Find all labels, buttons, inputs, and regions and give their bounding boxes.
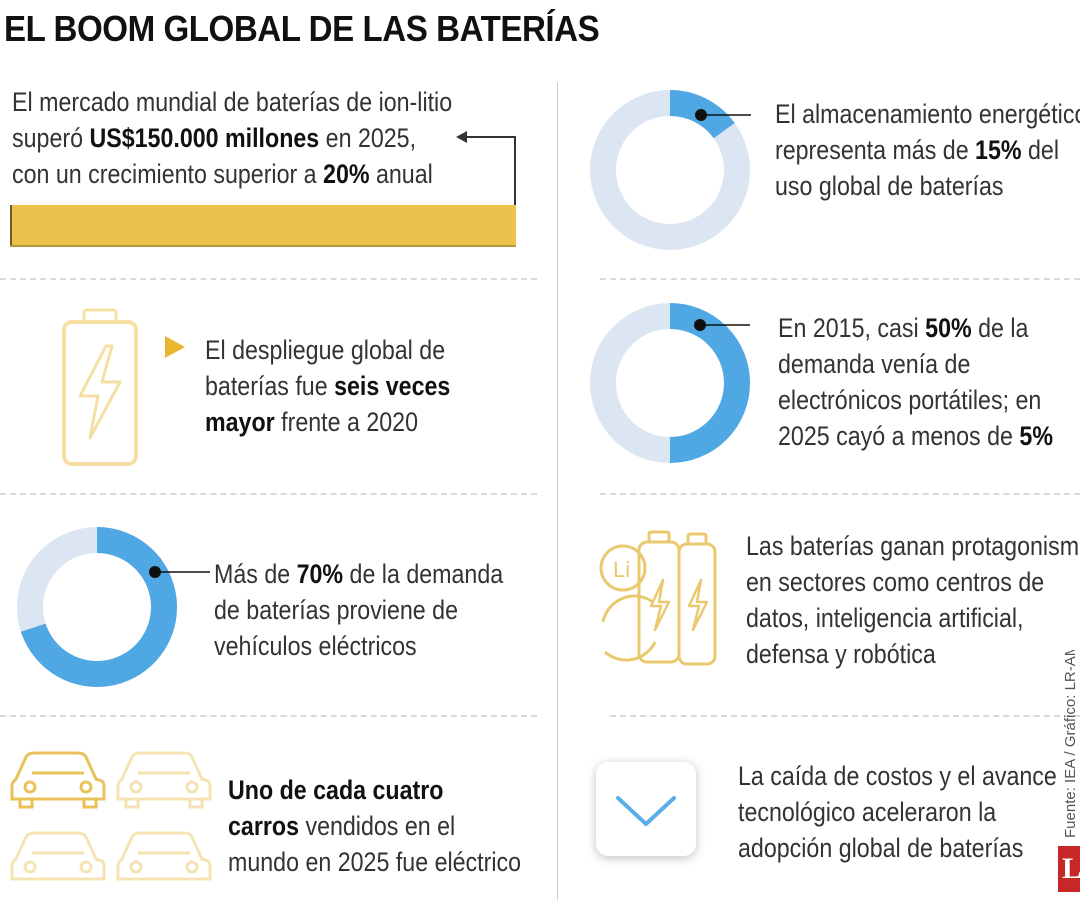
donut-segment [20, 527, 177, 687]
sectors-text: Las baterías ganan protagonismo en secto… [746, 531, 1080, 669]
donut-segment [669, 303, 750, 463]
electronics-donut-chart [590, 303, 750, 463]
bar-axis [10, 205, 12, 247]
column-divider [557, 82, 558, 900]
ev-text: Más de 70% de la demanda de baterías pro… [214, 559, 504, 661]
cars-text: Uno de cada cuatro carros vendidos en el… [228, 775, 522, 877]
row-divider [600, 278, 1080, 280]
arrow-connector [466, 136, 516, 138]
storage-donut-chart [590, 90, 751, 250]
bar-baseline [10, 245, 516, 247]
publisher-logo: L [1058, 846, 1080, 892]
lithium-batteries-icon: Li [599, 530, 717, 666]
play-marker-icon [165, 336, 185, 358]
ev-donut-chart [17, 527, 210, 687]
car-highlighted-icon [10, 751, 106, 809]
page-title: EL BOOM GLOBAL DE LAS BATERÍAS [4, 8, 600, 49]
row-divider [600, 493, 1080, 495]
car-icon [116, 751, 212, 809]
row-divider [610, 715, 1080, 717]
chevron-badge [596, 762, 696, 856]
costs-text: La caída de costos y el avance tecnológi… [738, 761, 1057, 863]
source-credit: Fuente: IEA / Gráfico: LR-AM [1062, 650, 1079, 838]
market-growth-bar [10, 205, 516, 245]
row-divider [0, 715, 537, 717]
chevron-down-icon [616, 796, 676, 826]
electronics-text: En 2015, casi 50% de la demanda venía de… [778, 313, 1053, 451]
cars-icon [10, 751, 212, 881]
car-icon [116, 831, 212, 881]
market-text: El mercado mundial de baterías de ion-li… [12, 87, 453, 189]
storage-text: El almacenamiento energético representa … [775, 99, 1080, 201]
arrow-left-icon [456, 131, 467, 143]
row-divider [0, 278, 537, 280]
deployment-text: El despliegue global de baterías fue sei… [205, 335, 451, 437]
row-divider [0, 493, 537, 495]
car-icon [10, 831, 106, 881]
arrow-connector [514, 136, 516, 206]
li-label: Li [613, 557, 630, 582]
battery-charging-icon [62, 308, 138, 466]
